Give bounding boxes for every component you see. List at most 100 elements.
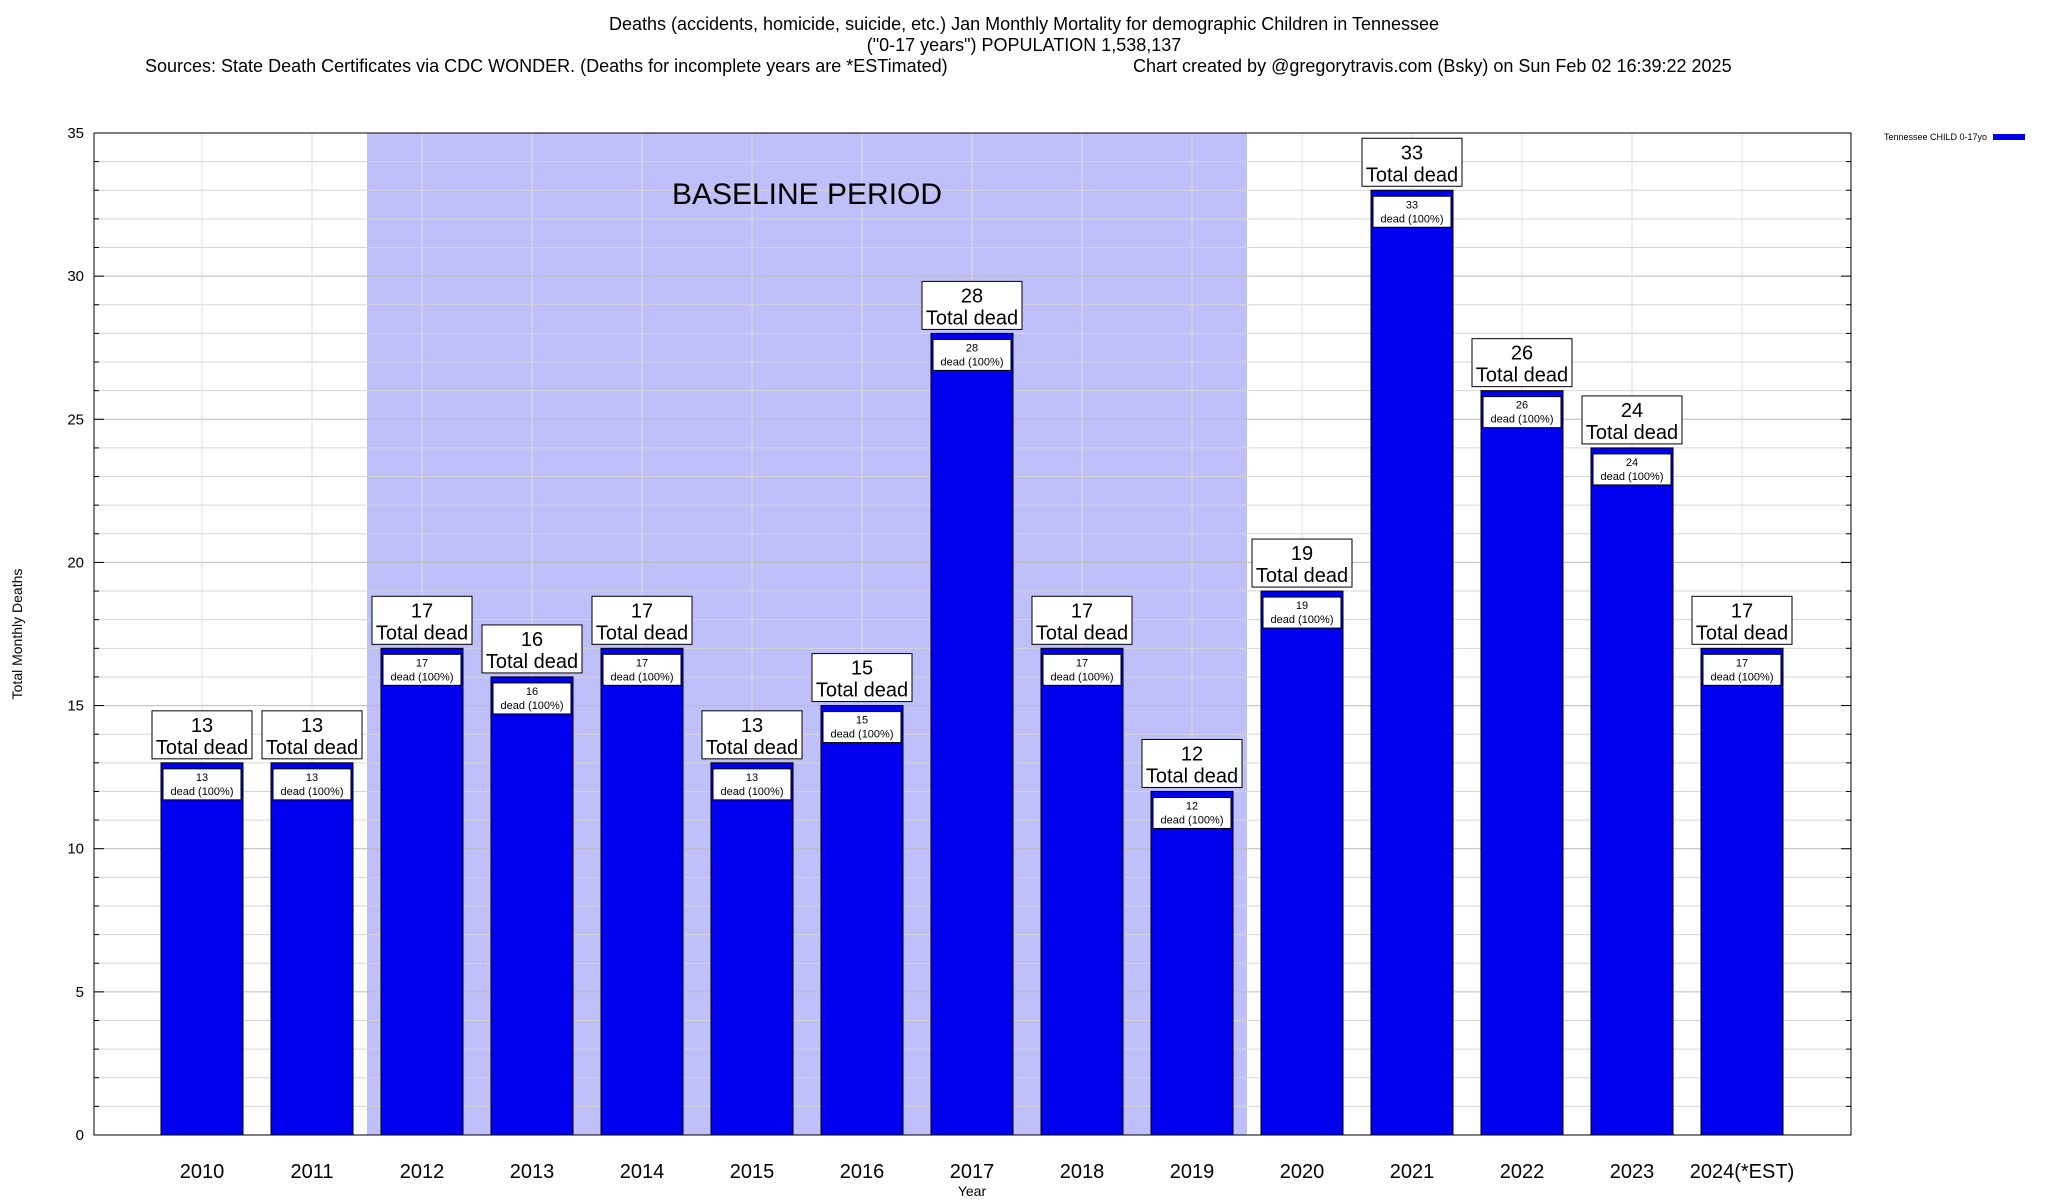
x-tick-label: 2018	[1060, 1161, 1105, 1183]
inner-label-text: dead (100%)	[501, 700, 564, 712]
y-tick-label: 15	[67, 698, 84, 715]
inner-label-value: 17	[636, 657, 648, 669]
bar-2016	[820, 705, 904, 1136]
inner-label-box	[1042, 653, 1122, 686]
inner-label-text: dead (100%)	[1271, 614, 1334, 626]
inner-label-text: dead (100%)	[391, 671, 454, 683]
inner-label-text: dead (100%)	[941, 356, 1004, 368]
inner-label-value: 17	[1736, 657, 1748, 669]
chart-title-line1: Deaths (accidents, homicide, suicide, et…	[608, 14, 1440, 34]
data-label-value: 15	[851, 658, 873, 680]
inner-label-box	[1702, 653, 1782, 686]
inner-label-box	[272, 768, 352, 801]
x-tick-label: 2017	[950, 1161, 995, 1183]
inner-label-box	[1592, 453, 1672, 486]
data-label-text: Total dead	[1036, 622, 1128, 644]
x-tick-label: 2020	[1280, 1161, 1325, 1183]
data-label-value: 17	[1731, 600, 1753, 622]
x-tick-label: 2021	[1390, 1161, 1435, 1183]
chart-credit: Chart created by @gregorytravis.com (Bsk…	[1133, 56, 1732, 76]
inner-label-value: 12	[1186, 800, 1198, 812]
inner-label-text: dead (100%)	[281, 786, 344, 798]
bar-2017	[930, 332, 1014, 1136]
x-tick-label: 2010	[180, 1161, 225, 1183]
bar-2023	[1590, 447, 1674, 1136]
data-label-value: 28	[961, 285, 983, 307]
inner-label-box	[382, 653, 462, 686]
inner-label-box	[1152, 796, 1232, 829]
x-tick-label: 2023	[1610, 1161, 1655, 1183]
y-tick-label: 0	[76, 1127, 84, 1144]
inner-label-box	[822, 711, 902, 744]
legend-swatch	[1993, 134, 2026, 140]
bar-2018	[1040, 647, 1124, 1136]
total-label-box	[811, 653, 913, 703]
data-label-text: Total dead	[1696, 622, 1788, 644]
inner-label-box	[932, 338, 1012, 371]
bar-2010	[160, 762, 244, 1136]
total-label-box	[1581, 395, 1683, 445]
data-label-text: Total dead	[156, 737, 248, 759]
y-tick-label: 5	[76, 984, 84, 1001]
inner-label-value: 17	[416, 657, 428, 669]
data-label-value: 17	[411, 600, 433, 622]
inner-label-box	[1372, 195, 1452, 228]
inner-label-text: dead (100%)	[1491, 414, 1554, 426]
legend-label: Tennessee CHILD 0-17yo	[1884, 132, 1988, 142]
inner-label-text: dead (100%)	[831, 729, 894, 741]
total-label-box	[1691, 595, 1793, 645]
inner-label-value: 24	[1626, 457, 1638, 469]
x-tick-label: 2013	[510, 1161, 555, 1183]
inner-label-value: 26	[1516, 400, 1528, 412]
bar-2014	[600, 647, 684, 1136]
bar-2022	[1480, 390, 1564, 1136]
bar-2013	[490, 676, 574, 1136]
x-tick-label: 2024(*EST)	[1690, 1161, 1795, 1183]
total-label-box	[1031, 595, 1133, 645]
inner-label-value: 13	[196, 772, 208, 784]
data-label-value: 17	[1071, 600, 1093, 622]
total-label-box	[1361, 137, 1463, 187]
data-label-value: 16	[521, 629, 543, 651]
x-tick-label: 2022	[1500, 1161, 1545, 1183]
y-axis-label: Total Monthly Deaths	[9, 569, 25, 700]
x-tick-label: 2014	[620, 1161, 665, 1183]
bar-2011	[270, 762, 354, 1136]
bar-2015	[710, 762, 794, 1136]
data-label-text: Total dead	[816, 680, 908, 702]
total-label-box	[151, 710, 253, 760]
inner-label-value: 13	[746, 772, 758, 784]
inner-label-text: dead (100%)	[721, 786, 784, 798]
data-label-text: Total dead	[1366, 164, 1458, 186]
inner-label-text: dead (100%)	[611, 671, 674, 683]
inner-label-box	[492, 682, 572, 715]
inner-label-value: 28	[966, 342, 978, 354]
baseline-period-label: BASELINE PERIOD	[672, 178, 942, 211]
inner-label-box	[162, 768, 242, 801]
data-label-value: 17	[631, 600, 653, 622]
data-label-text: Total dead	[926, 307, 1018, 329]
data-label-text: Total dead	[1586, 422, 1678, 444]
data-label-value: 26	[1511, 343, 1533, 365]
data-label-value: 13	[191, 715, 213, 737]
chart-title-line2: ("0-17 years") POPULATION 1,538,137	[866, 35, 1182, 55]
y-tick-label: 25	[67, 411, 84, 428]
data-label-text: Total dead	[706, 737, 798, 759]
x-tick-label: 2011	[290, 1161, 333, 1183]
inner-label-text: dead (100%)	[1051, 671, 1114, 683]
inner-label-value: 17	[1076, 657, 1088, 669]
total-label-box	[1141, 738, 1243, 788]
data-label-value: 24	[1621, 400, 1643, 422]
inner-label-value: 33	[1406, 199, 1418, 211]
data-label-text: Total dead	[376, 622, 468, 644]
data-label-value: 33	[1401, 142, 1423, 164]
data-label-value: 13	[301, 715, 323, 737]
total-label-box	[701, 710, 803, 760]
total-label-box	[591, 595, 693, 645]
data-label-text: Total dead	[266, 737, 358, 759]
data-label-text: Total dead	[1146, 765, 1238, 787]
total-label-box	[921, 280, 1023, 330]
y-tick-label: 20	[67, 554, 84, 571]
chart-sources: Sources: State Death Certificates via CD…	[145, 56, 948, 76]
